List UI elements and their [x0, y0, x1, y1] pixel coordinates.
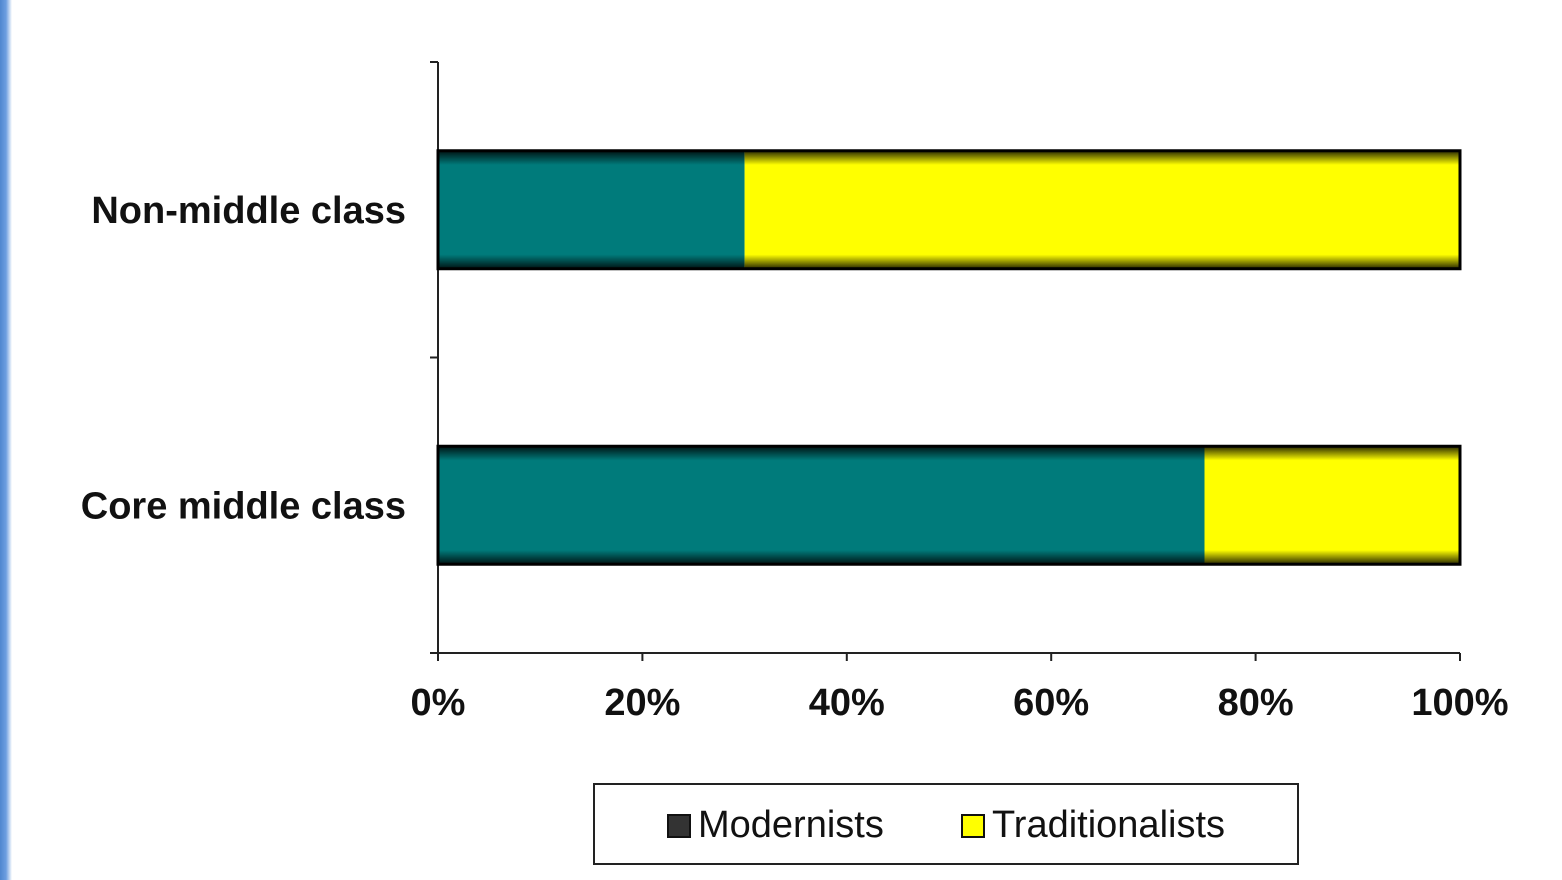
bar-outline: [436, 149, 1462, 271]
legend-swatch-traditionalists: [961, 814, 985, 838]
bar-shading: [744, 150, 1460, 269]
category-label: Core middle class: [81, 485, 406, 527]
x-tick-label: 20%: [604, 682, 680, 724]
x-tick-label: 100%: [1411, 682, 1508, 724]
x-tick-label: 0%: [411, 682, 466, 724]
legend-label-traditionalists: Traditionalists: [992, 804, 1225, 846]
bar-shading: [1204, 446, 1460, 565]
chart-legend: Modernists Traditionalists: [593, 783, 1299, 865]
chart-area: Non-middle class Core middle class 0% 20% 4…: [12, 10, 1562, 880]
x-tick-label: 80%: [1218, 682, 1294, 724]
legend-label-modernists: Modernists: [698, 804, 884, 846]
x-axis-ticks: 0% 20% 40% 60% 80% 100%: [411, 653, 1509, 724]
category-label: Non-middle class: [91, 190, 406, 232]
x-tick-label: 60%: [1013, 682, 1089, 724]
chart-bars: [436, 149, 1462, 566]
category-labels: Non-middle class Core middle class: [81, 190, 406, 528]
stacked-bar-chart: Non-middle class Core middle class 0% 20% 4…: [81, 61, 1509, 865]
bar-shading: [438, 446, 1205, 565]
x-tick-label: 40%: [809, 682, 885, 724]
bar-outline: [436, 444, 1462, 566]
legend-box: [593, 783, 1299, 865]
legend-swatch-modernists: [667, 814, 691, 838]
bar-shading: [438, 150, 745, 269]
